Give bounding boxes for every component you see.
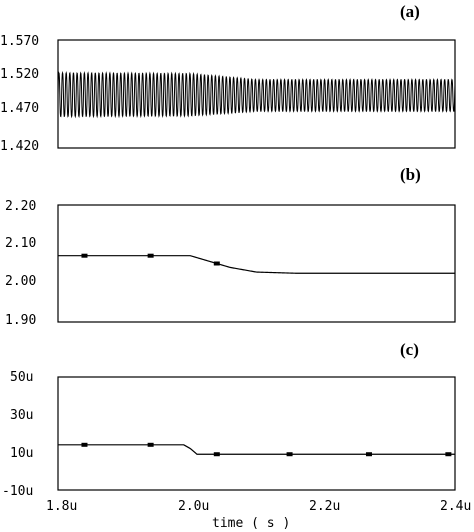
y-tick-label: 30u — [10, 408, 33, 423]
panel-b: (b) 2.20 2.10 2.00 1.90 — [5, 165, 456, 328]
panel-c-series-line — [58, 444, 455, 455]
x-tick-label: 2.4u — [440, 499, 471, 514]
data-marker — [213, 452, 220, 457]
data-marker — [147, 442, 154, 447]
panel-b-frame — [57, 204, 456, 323]
x-tick-label: 2.2u — [309, 499, 340, 514]
y-tick-label: 1.420 — [0, 139, 39, 154]
data-marker — [147, 253, 154, 258]
panel-c-label: (c) — [400, 340, 419, 359]
y-tick-label: 10u — [10, 446, 33, 461]
y-tick-label: 1.470 — [0, 101, 39, 116]
data-marker — [81, 442, 88, 447]
panel-a-label: (a) — [400, 2, 420, 21]
panel-c: (c) 50u 30u 10u -10u 1.8u 2.0u 2.2u 2.4u… — [2, 340, 471, 531]
y-tick-label: 1.570 — [0, 34, 39, 49]
data-marker — [286, 452, 293, 457]
x-axis-ticks: 1.8u 2.0u 2.2u 2.4u — [46, 499, 471, 514]
panel-b-series-line — [58, 255, 455, 274]
y-tick-label: 50u — [10, 370, 33, 385]
x-tick-label: 1.8u — [46, 499, 77, 514]
y-tick-label: -10u — [2, 484, 33, 499]
x-axis-label: time ( s ) — [212, 516, 290, 531]
data-marker — [365, 452, 372, 457]
panel-b-label: (b) — [400, 165, 421, 184]
panel-c-frame — [57, 376, 456, 491]
data-marker — [81, 253, 88, 258]
data-marker — [213, 261, 220, 266]
y-tick-label: 2.20 — [5, 199, 36, 214]
y-tick-label: 2.10 — [5, 236, 36, 251]
y-tick-label: 1.90 — [5, 313, 36, 328]
panel-a: (a) 1.570 1.520 1.470 1.420 — [0, 2, 456, 154]
panel-a-y-ticks: 1.570 1.520 1.470 1.420 — [0, 34, 39, 154]
data-marker — [445, 452, 452, 457]
panel-a-series-line — [57, 70, 456, 119]
x-tick-label: 2.0u — [178, 499, 209, 514]
y-tick-label: 2.00 — [5, 274, 36, 289]
y-tick-label: 1.520 — [0, 67, 39, 82]
